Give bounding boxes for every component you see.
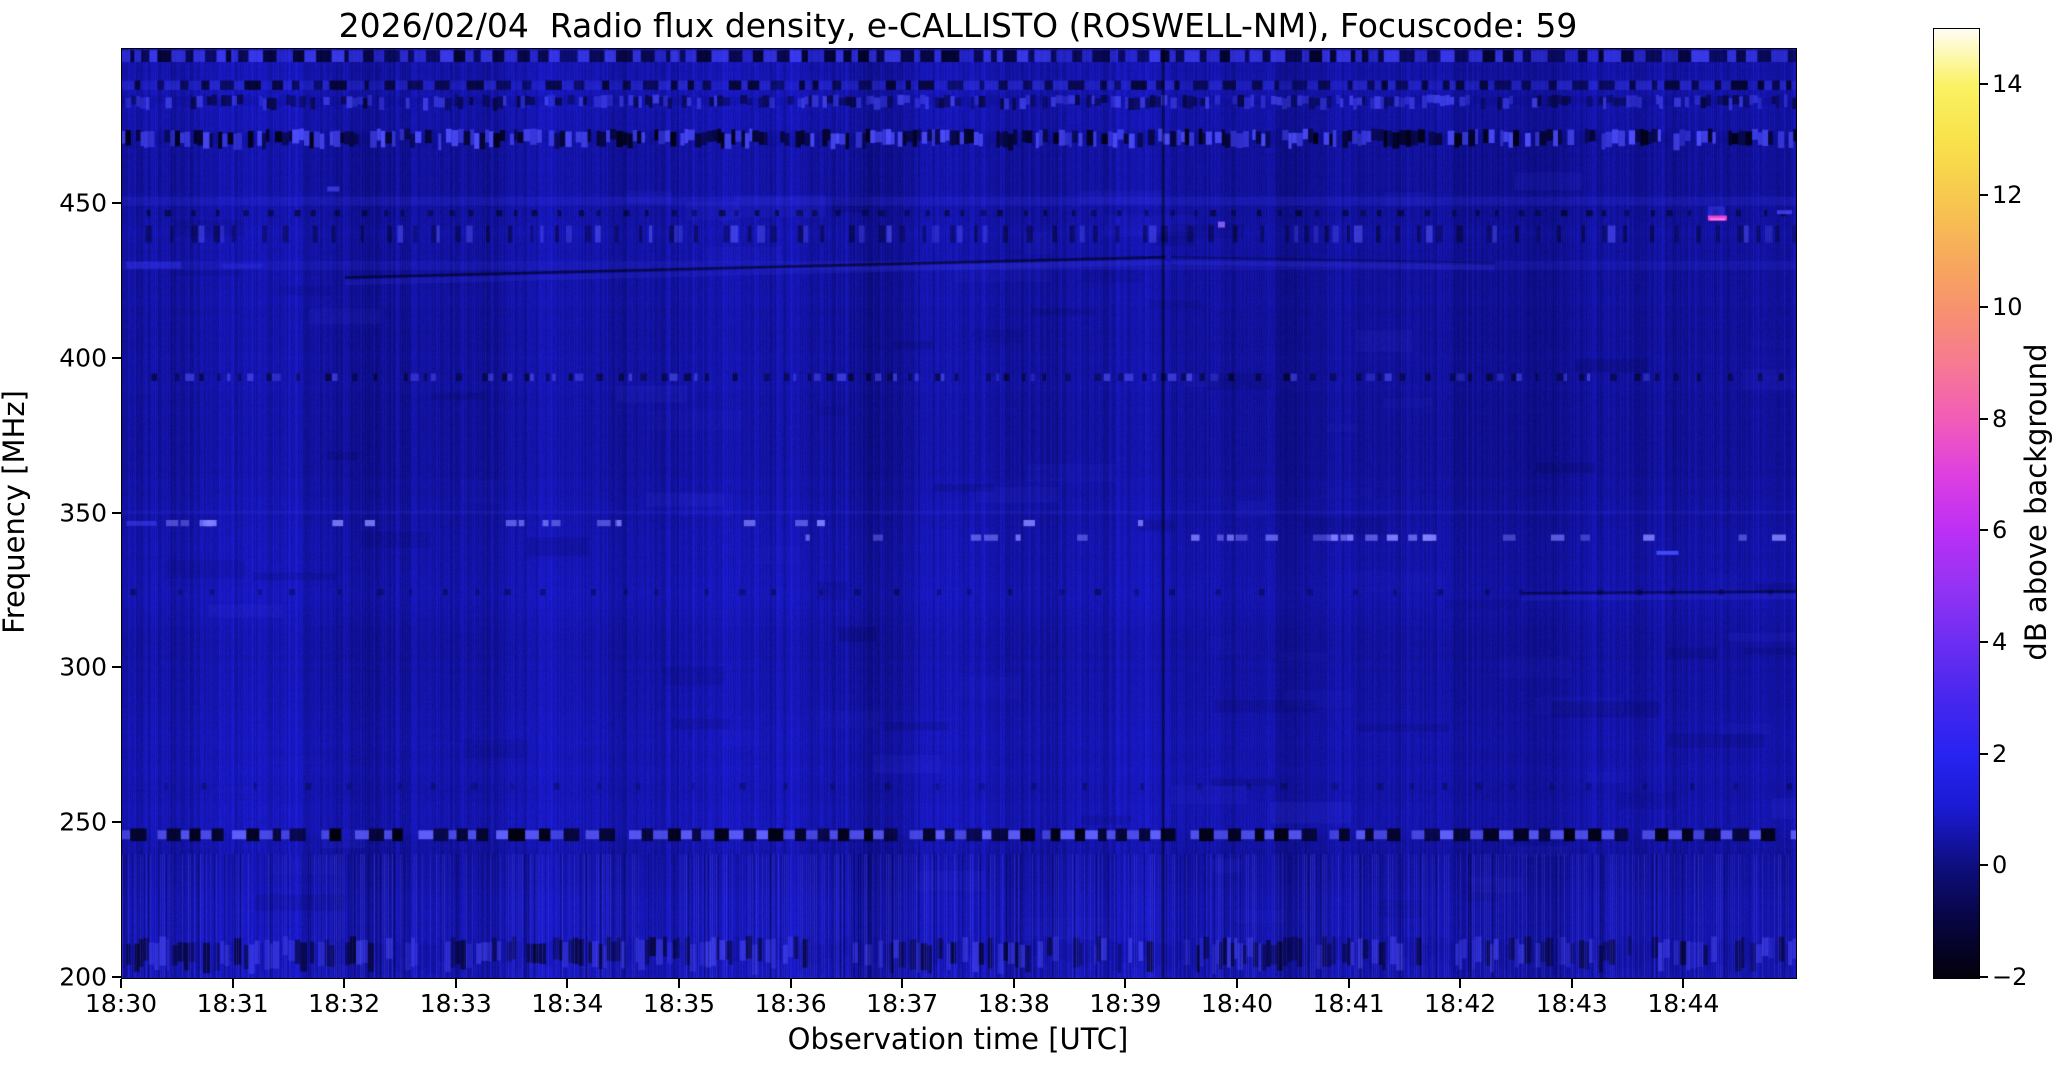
y-tick-label: 300 xyxy=(59,652,107,682)
x-tick-label: 18:35 xyxy=(642,989,716,1018)
y-tick-label: 350 xyxy=(59,498,107,527)
spectrogram-canvas xyxy=(122,49,1796,978)
x-tick-mark xyxy=(1682,979,1685,988)
colorbar-tick-mark xyxy=(1980,417,1988,420)
colorbar-tick-mark xyxy=(1980,82,1988,85)
y-tick-label: 200 xyxy=(59,962,107,992)
colorbar-tick-label: 10 xyxy=(1992,293,2023,322)
colorbar-tick-mark xyxy=(1980,194,1988,197)
x-tick-label: 18:38 xyxy=(977,989,1050,1018)
x-tick-label: 18:30 xyxy=(84,989,158,1018)
colorbar-tick-mark xyxy=(1980,529,1988,532)
x-axis-label: Observation time [UTC] xyxy=(787,1022,1129,1056)
colorbar-tick-label: 2 xyxy=(1992,739,2008,768)
x-tick-label: 18:39 xyxy=(1089,989,1162,1018)
x-tick-label: 18:40 xyxy=(1200,989,1274,1018)
x-tick-mark xyxy=(343,979,346,988)
colorbar-tick-label: 4 xyxy=(1992,628,2008,657)
y-tick-label: 450 xyxy=(59,188,107,218)
spectrogram-plot-area xyxy=(121,48,1797,979)
x-tick-mark xyxy=(1124,979,1127,988)
y-tick-label: 250 xyxy=(59,807,107,837)
colorbar-tick-label: 0 xyxy=(1992,851,2008,880)
x-tick-mark xyxy=(901,979,904,988)
x-tick-mark xyxy=(1570,979,1573,988)
x-tick-mark xyxy=(789,979,792,988)
x-tick-label: 18:41 xyxy=(1312,989,1385,1018)
y-tick-mark xyxy=(112,201,121,204)
y-tick-mark xyxy=(112,511,121,514)
x-tick-label: 18:42 xyxy=(1424,989,1497,1018)
x-tick-mark xyxy=(1236,979,1238,988)
colorbar-tick-mark xyxy=(1980,306,1988,309)
colorbar-tick-label: 8 xyxy=(1992,404,2008,433)
y-axis-label: Frequency [MHz] xyxy=(0,390,31,634)
colorbar-tick-mark xyxy=(1980,752,1988,755)
x-tick-mark xyxy=(1459,979,1462,988)
x-tick-mark xyxy=(678,979,680,988)
colorbar-tick-mark xyxy=(1980,976,1988,978)
colorbar-label: dB above background xyxy=(2019,343,2053,661)
y-tick-mark xyxy=(112,666,121,669)
colorbar xyxy=(1933,28,1980,979)
x-tick-label: 18:34 xyxy=(531,989,604,1018)
colorbar-tick-label: 14 xyxy=(1992,69,2023,98)
y-tick-mark xyxy=(112,976,121,978)
x-tick-label: 18:43 xyxy=(1535,989,1608,1018)
y-tick-mark xyxy=(112,356,121,359)
y-tick-label: 400 xyxy=(59,343,107,373)
x-tick-mark xyxy=(231,979,234,988)
x-tick-label: 18:36 xyxy=(754,989,827,1018)
x-tick-mark xyxy=(1012,979,1015,988)
colorbar-tick-label: 6 xyxy=(1992,516,2008,545)
colorbar-tick-mark xyxy=(1980,864,1988,867)
x-tick-mark xyxy=(566,979,569,988)
x-tick-label: 18:32 xyxy=(308,989,381,1018)
y-tick-mark xyxy=(112,821,121,824)
x-tick-label: 18:37 xyxy=(866,989,939,1018)
x-tick-label: 18:44 xyxy=(1647,989,1720,1018)
x-tick-mark xyxy=(454,979,457,988)
colorbar-tick-mark xyxy=(1980,641,1988,644)
chart-title: 2026/02/04 Radio flux density, e-CALLIST… xyxy=(338,6,1578,45)
x-tick-mark xyxy=(1347,979,1350,988)
colorbar-tick-label: 12 xyxy=(1992,181,2023,210)
x-tick-label: 18:31 xyxy=(196,989,269,1018)
x-tick-label: 18:33 xyxy=(419,989,492,1018)
colorbar-tick-label: −2 xyxy=(1992,963,2028,991)
x-tick-mark xyxy=(120,979,122,988)
